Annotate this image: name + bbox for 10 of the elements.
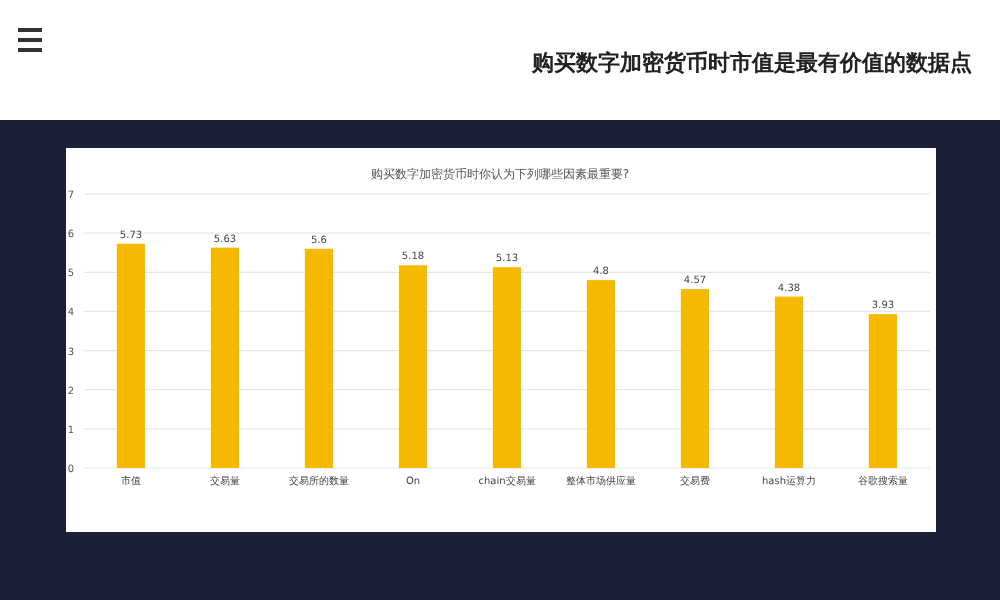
bar [774,296,804,468]
bar [492,267,522,468]
bar [210,247,240,468]
bar [398,265,428,468]
bar [680,289,710,468]
bar [586,280,616,468]
bar [868,314,898,468]
bar [116,243,146,468]
bar [304,248,334,468]
chart-title: 购买数字加密货币时市值是最有价值的数据点 [530,50,972,76]
